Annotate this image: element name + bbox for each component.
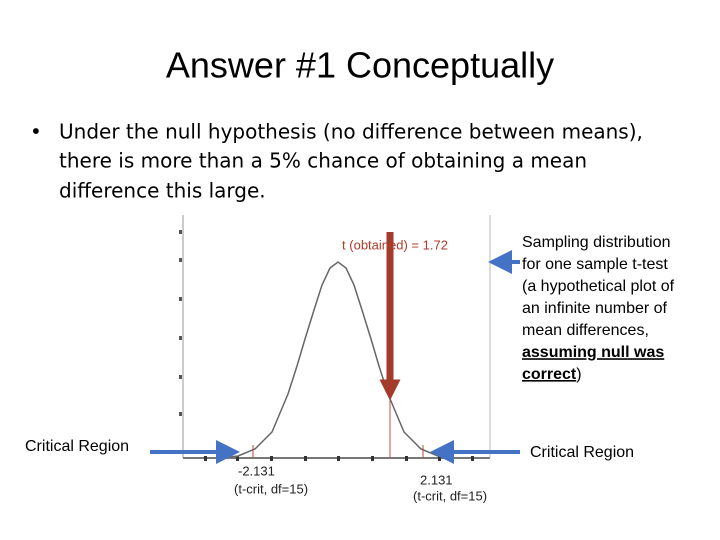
description-line: mean differences, [522, 322, 649, 339]
description-emphasis: assuming null was [522, 344, 664, 361]
description-emphasis: correct [522, 366, 577, 383]
y-ticks [179, 230, 182, 416]
crit-note: (t-crit, df=15) [413, 488, 487, 503]
slide-title: Answer #1 Conceptually [166, 45, 554, 86]
description-line: an infinite number of [522, 300, 668, 317]
critical-region-label: Critical Region [530, 444, 634, 461]
obtained-label: t (obtained) = 1.72 [342, 237, 448, 252]
figure: t (obtained) = 1.72 Critical Region Crit… [25, 215, 675, 503]
bullet-dot: • [30, 120, 42, 144]
crit-value: -2.131 [238, 463, 275, 478]
critical-region-label: Critical Region [25, 438, 129, 455]
description-line: for one sample t-test [522, 256, 668, 273]
bullet-line: there is more than a 5% chance of obtain… [59, 149, 587, 173]
description-line: Sampling distribution [522, 234, 671, 251]
bullet-line: Under the null hypothesis (no difference… [59, 120, 643, 144]
description-last: correct) [522, 366, 582, 383]
bullet-line: difference this large. [59, 179, 266, 203]
crit-note: (t-crit, df=15) [234, 481, 308, 496]
crit-value: 2.131 [420, 472, 453, 487]
distribution-curve [229, 261, 447, 458]
description: Sampling distribution for one sample t-t… [522, 234, 675, 383]
description-line: (a hypothetical plot of [522, 278, 675, 295]
description-closing: ) [576, 366, 581, 383]
